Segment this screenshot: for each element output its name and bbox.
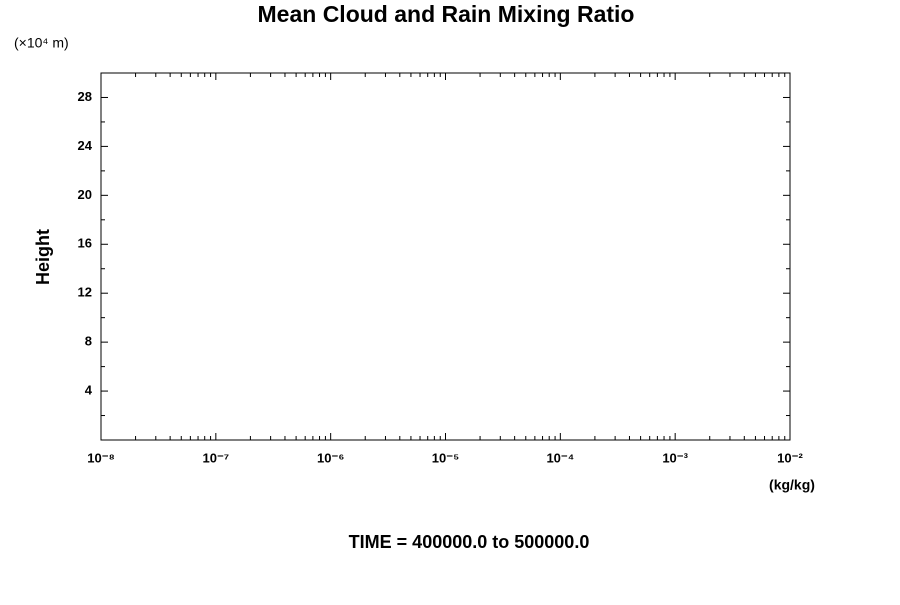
y-axis-label: Height: [33, 229, 53, 285]
plot-frame: [100, 72, 791, 441]
x-tick-label: 10⁻⁷: [202, 450, 229, 465]
y-tick-label: 24: [78, 138, 93, 153]
y-tick-label: 8: [85, 334, 92, 349]
x-tick-label: 10⁻⁵: [432, 450, 459, 465]
y-tick-label: 16: [78, 236, 92, 251]
chart-title: Mean Cloud and Rain Mixing Ratio: [258, 1, 635, 27]
x-tick-label: 10⁻²: [777, 450, 803, 465]
annotation: TIME = 400000.0 to 500000.0: [349, 532, 590, 552]
x-tick-label: 10⁻⁸: [87, 450, 114, 465]
y-tick-label: 12: [78, 285, 92, 300]
x-tick-label: 10⁻⁴: [546, 450, 574, 465]
x-tick-label: 10⁻³: [662, 450, 688, 465]
x-tick-label: 10⁻⁶: [317, 450, 344, 465]
y-tick-label: 4: [85, 383, 93, 398]
x-axis-label: (kg/kg): [769, 477, 815, 493]
y-tick-label: 20: [78, 187, 92, 202]
y-multiplier: (×10⁴ m): [14, 35, 69, 51]
y-tick-label: 28: [78, 89, 92, 104]
